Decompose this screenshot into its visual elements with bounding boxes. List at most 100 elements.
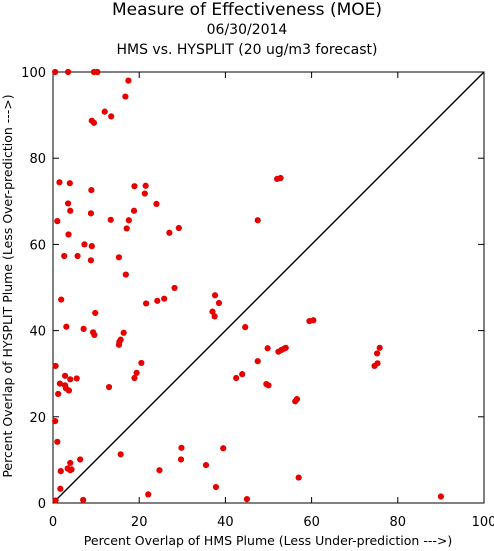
data-point — [94, 68, 101, 76]
data-point — [77, 456, 84, 463]
y-tick-label: 0 — [38, 497, 46, 512]
chart-subtitle-comparison: HMS vs. HYSPLIT (20 ug/m3 forecast) — [116, 42, 378, 58]
data-point — [131, 183, 138, 190]
data-point — [56, 380, 63, 387]
data-point — [92, 309, 99, 317]
data-point — [57, 468, 64, 475]
x-tick-label: 40 — [217, 515, 234, 530]
data-point — [125, 77, 132, 84]
data-point — [142, 300, 150, 307]
data-point — [57, 485, 64, 492]
data-point — [141, 190, 148, 197]
data-point — [177, 456, 185, 463]
data-point — [437, 493, 444, 500]
data-point — [105, 383, 113, 391]
data-point — [101, 108, 108, 115]
data-point — [175, 224, 182, 232]
data-point — [81, 241, 88, 248]
data-point — [58, 296, 65, 303]
data-point — [233, 374, 240, 382]
x-tick-label: 0 — [49, 515, 57, 530]
data-point — [117, 451, 124, 458]
data-point — [376, 344, 383, 351]
x-axis-label: Percent Overlap of HMS Plume (Less Under… — [84, 533, 452, 548]
data-point — [88, 186, 95, 194]
data-point — [371, 362, 378, 370]
data-point — [63, 323, 70, 330]
data-point — [68, 466, 75, 473]
data-point — [211, 313, 218, 320]
data-point — [306, 318, 313, 325]
data-point — [209, 308, 216, 315]
data-point — [80, 496, 87, 504]
data-point — [242, 324, 249, 331]
data-point — [107, 216, 114, 223]
data-point — [211, 292, 219, 299]
data-point — [108, 113, 115, 120]
data-point — [87, 257, 95, 264]
data-point — [55, 390, 62, 398]
data-point — [61, 252, 68, 260]
data-point — [122, 271, 129, 278]
data-point — [87, 210, 95, 217]
data-point — [133, 369, 140, 376]
y-tick-label: 20 — [29, 411, 46, 426]
data-point — [65, 387, 73, 394]
data-point — [52, 497, 59, 504]
chart-title: Measure of Effectiveness (MOE) — [111, 0, 383, 20]
data-point — [67, 376, 74, 383]
y-tick-label: 40 — [29, 325, 46, 340]
data-point — [74, 252, 81, 260]
y-tick-label: 80 — [29, 152, 46, 167]
data-point — [54, 218, 61, 225]
data-point — [52, 362, 59, 370]
y-tick-label: 100 — [21, 66, 46, 81]
data-point — [56, 179, 63, 186]
x-tick-label: 80 — [390, 515, 407, 530]
data-point — [61, 372, 69, 379]
data-point — [90, 119, 98, 126]
data-point — [278, 346, 285, 354]
data-point — [254, 358, 261, 365]
data-point — [52, 68, 59, 76]
data-point — [264, 345, 271, 352]
y-axis-label: Percent Overlap of HYSPLIT Plume (Less O… — [0, 94, 15, 477]
data-point — [130, 207, 138, 214]
data-point — [64, 68, 72, 76]
data-point — [265, 382, 272, 389]
data-point — [202, 461, 210, 469]
diagonal-reference-line — [52, 71, 485, 504]
data-point — [145, 491, 152, 498]
x-tick-label: 100 — [472, 515, 494, 530]
data-point — [277, 174, 284, 182]
data-point — [166, 229, 173, 236]
data-point — [295, 474, 302, 481]
x-tick-label: 60 — [303, 515, 320, 530]
data-point — [73, 375, 80, 382]
data-point — [156, 467, 163, 474]
data-point — [88, 243, 95, 250]
data-point — [171, 284, 178, 292]
data-point — [54, 438, 61, 445]
data-point — [220, 445, 227, 452]
chart-subtitle-date: 06/30/2014 — [206, 22, 288, 38]
data-point — [254, 217, 261, 224]
data-point — [153, 200, 160, 207]
data-point — [215, 299, 223, 307]
data-point — [178, 444, 185, 451]
x-tick-label: 20 — [131, 515, 148, 530]
data-point — [243, 496, 251, 503]
data-point — [239, 371, 246, 378]
data-point — [91, 331, 98, 339]
data-point — [67, 207, 74, 214]
data-point — [154, 297, 161, 304]
plot-area: 0 20 40 60 80 100 0 20 40 60 80 100 — [21, 66, 494, 530]
data-point — [125, 217, 132, 224]
data-point — [52, 418, 59, 425]
data-point — [115, 341, 123, 348]
data-point — [123, 225, 130, 232]
data-point — [120, 329, 127, 336]
data-point — [64, 200, 72, 207]
data-point — [292, 398, 299, 405]
